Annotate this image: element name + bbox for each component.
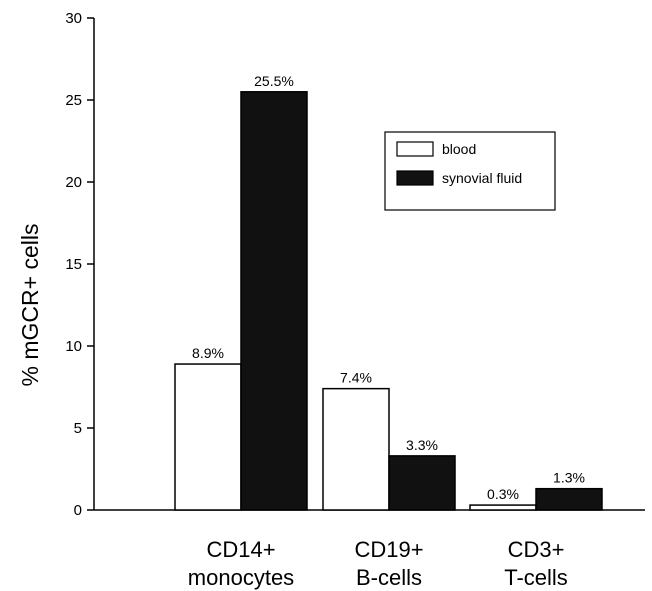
category-label-line2: T-cells — [504, 565, 568, 590]
bar-blood — [469, 504, 537, 511]
legend-swatch-blood — [396, 141, 434, 157]
y-tick-label: 20 — [65, 174, 82, 191]
y-tick-label: 10 — [65, 338, 82, 355]
data-label: 7.4% — [340, 370, 372, 386]
legend: blood synovial fluid — [384, 131, 556, 211]
data-labels: 8.9% 25.5% 7.4% 3.3% 0.3% 1.3% — [192, 73, 585, 502]
legend-label: synovial fluid — [442, 170, 522, 186]
legend-swatch-synovial-fluid — [396, 170, 434, 186]
bar-synovial-fluid — [388, 455, 456, 511]
y-tick-label: 25 — [65, 92, 82, 109]
y-tick-label: 30 — [65, 10, 82, 27]
data-label: 1.3% — [553, 470, 585, 486]
category-label-line1: CD14+ — [206, 537, 275, 562]
y-tick-label: 0 — [74, 502, 82, 519]
bar-blood — [322, 387, 390, 511]
data-label: 3.3% — [406, 437, 438, 453]
category-label-line2: monocytes — [188, 565, 294, 590]
bar-synovial-fluid — [535, 487, 603, 511]
category-labels: CD14+ monocytes CD19+ B-cells CD3+ T-cells — [188, 537, 568, 590]
bars — [174, 91, 603, 511]
y-axis-label: % mGCR+ cells — [17, 224, 43, 387]
category-label-line1: CD3+ — [508, 537, 565, 562]
y-tick-label: 15 — [65, 256, 82, 273]
legend-label: blood — [442, 141, 476, 157]
y-tick-label: 5 — [74, 420, 82, 437]
category-label-line2: B-cells — [356, 565, 422, 590]
category-label-line1: CD19+ — [354, 537, 423, 562]
data-label: 0.3% — [487, 486, 519, 502]
y-axis-ticks: 0 5 10 15 20 25 30 — [65, 10, 94, 519]
bar-blood — [174, 363, 242, 511]
data-label: 25.5% — [254, 73, 294, 89]
bar-synovial-fluid — [240, 91, 308, 511]
data-label: 8.9% — [192, 345, 224, 361]
